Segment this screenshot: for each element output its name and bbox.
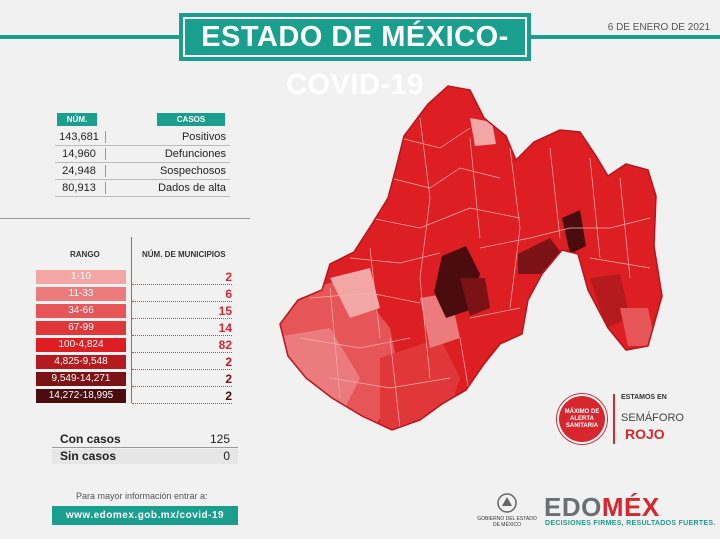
- report-date: 6 DE ENERO DE 2021: [607, 22, 710, 33]
- range-count: 2: [132, 270, 232, 285]
- cases-label: Positivos: [181, 131, 226, 143]
- range-swatch: 1-10: [36, 270, 126, 284]
- badge-separator: [613, 394, 615, 444]
- edomex-logo: EDOMÉX: [544, 492, 660, 523]
- range-swatch: 100-4,824: [36, 338, 126, 352]
- range-swatch: 9,549-14,271: [36, 372, 126, 386]
- section-divider: [0, 218, 250, 219]
- cases-label: Dados de alta: [158, 182, 226, 194]
- summary-value: 0: [223, 449, 230, 463]
- alert-circle: MÁXIMO DE ALERTA SANITARIA: [559, 396, 605, 442]
- cases-row-alta: 80,913 Dados de alta: [55, 180, 230, 197]
- municipality-region: [460, 278, 490, 316]
- range-count: 82: [132, 338, 232, 353]
- cases-label: Defunciones: [164, 148, 226, 160]
- municipality-borders: [299, 117, 651, 429]
- state-municipality-map: [279, 85, 663, 431]
- municipality-region: [518, 238, 562, 274]
- range-swatch: 67-99: [36, 321, 126, 335]
- summary-label: Con casos: [60, 432, 121, 446]
- range-row: 4,825-9,548 2: [36, 355, 236, 370]
- range-header: RANGO: [70, 250, 100, 259]
- range-swatch: 11-33: [36, 287, 126, 301]
- municipality-region: [620, 308, 656, 346]
- range-count: 15: [132, 304, 232, 319]
- summary-label: Sin casos: [60, 449, 117, 463]
- summary-value: 125: [209, 432, 230, 446]
- cases-header: CASOS: [157, 113, 225, 126]
- range-count: 2: [132, 355, 232, 370]
- cases-value: 24,948: [62, 165, 96, 177]
- page-title: ESTADO DE MÉXICO-COVID-19: [179, 13, 531, 101]
- municipios-header: NÚM. DE MUNICIPIOS: [142, 250, 226, 259]
- range-swatch: 34-66: [36, 304, 126, 318]
- municipality-region: [470, 118, 496, 146]
- range-table-divider: [131, 237, 132, 403]
- estamos-en-label: ESTAMOS EN: [621, 394, 667, 401]
- range-row: 9,549-14,271 2: [36, 372, 236, 387]
- cases-value: 143,681: [59, 131, 99, 143]
- range-count: 6: [132, 287, 232, 302]
- edomex-logo-part1: EDO: [544, 492, 602, 522]
- semaforo-status: ROJO: [625, 426, 665, 442]
- semaforo-badge: MÁXIMO DE ALERTA SANITARIA ESTAMOS EN SE…: [553, 386, 684, 456]
- range-count: 14: [132, 321, 232, 336]
- range-row: 1-10 2: [36, 270, 236, 285]
- cases-row-positivos: 143,681 Positivos: [55, 129, 230, 146]
- range-row: 14,272-18,995 2: [36, 389, 236, 404]
- cases-value: 14,960: [62, 148, 96, 160]
- range-swatch: 14,272-18,995: [36, 389, 126, 403]
- range-row: 11-33 6: [36, 287, 236, 302]
- range-count: 2: [132, 389, 232, 404]
- range-swatch: 4,825-9,548: [36, 355, 126, 369]
- edomex-logo-part2: MÉX: [601, 492, 660, 522]
- cases-row-sospechosos: 24,948 Sospechosos: [55, 163, 230, 180]
- range-row: 100-4,824 82: [36, 338, 236, 353]
- info-url-link[interactable]: www.edomex.gob.mx/covid-19: [52, 506, 238, 525]
- info-text: Para mayor información entrar a:: [76, 491, 208, 501]
- cases-label: Sospechosos: [159, 165, 226, 177]
- summary-without-cases: Sin casos 0: [52, 449, 238, 464]
- range-row: 67-99 14: [36, 321, 236, 336]
- cases-value: 80,913: [62, 182, 96, 194]
- summary-with-cases: Con casos 125: [52, 432, 238, 448]
- range-count: 2: [132, 372, 232, 387]
- municipality-region: [562, 210, 586, 254]
- municipality-region: [590, 274, 630, 328]
- municipality-region: [330, 268, 380, 318]
- range-row: 34-66 15: [36, 304, 236, 319]
- num-header: NÚM.: [57, 113, 97, 126]
- semaforo-label: SEMÁFORO: [621, 412, 684, 424]
- government-text: GOBIERNO DEL ESTADO DE MÉXICO: [477, 516, 537, 528]
- edomex-tagline: DECISIONES FIRMES, RESULTADOS FUERTES.: [545, 520, 716, 527]
- cases-row-defunciones: 14,960 Defunciones: [55, 146, 230, 163]
- government-emblem-icon: [497, 493, 517, 513]
